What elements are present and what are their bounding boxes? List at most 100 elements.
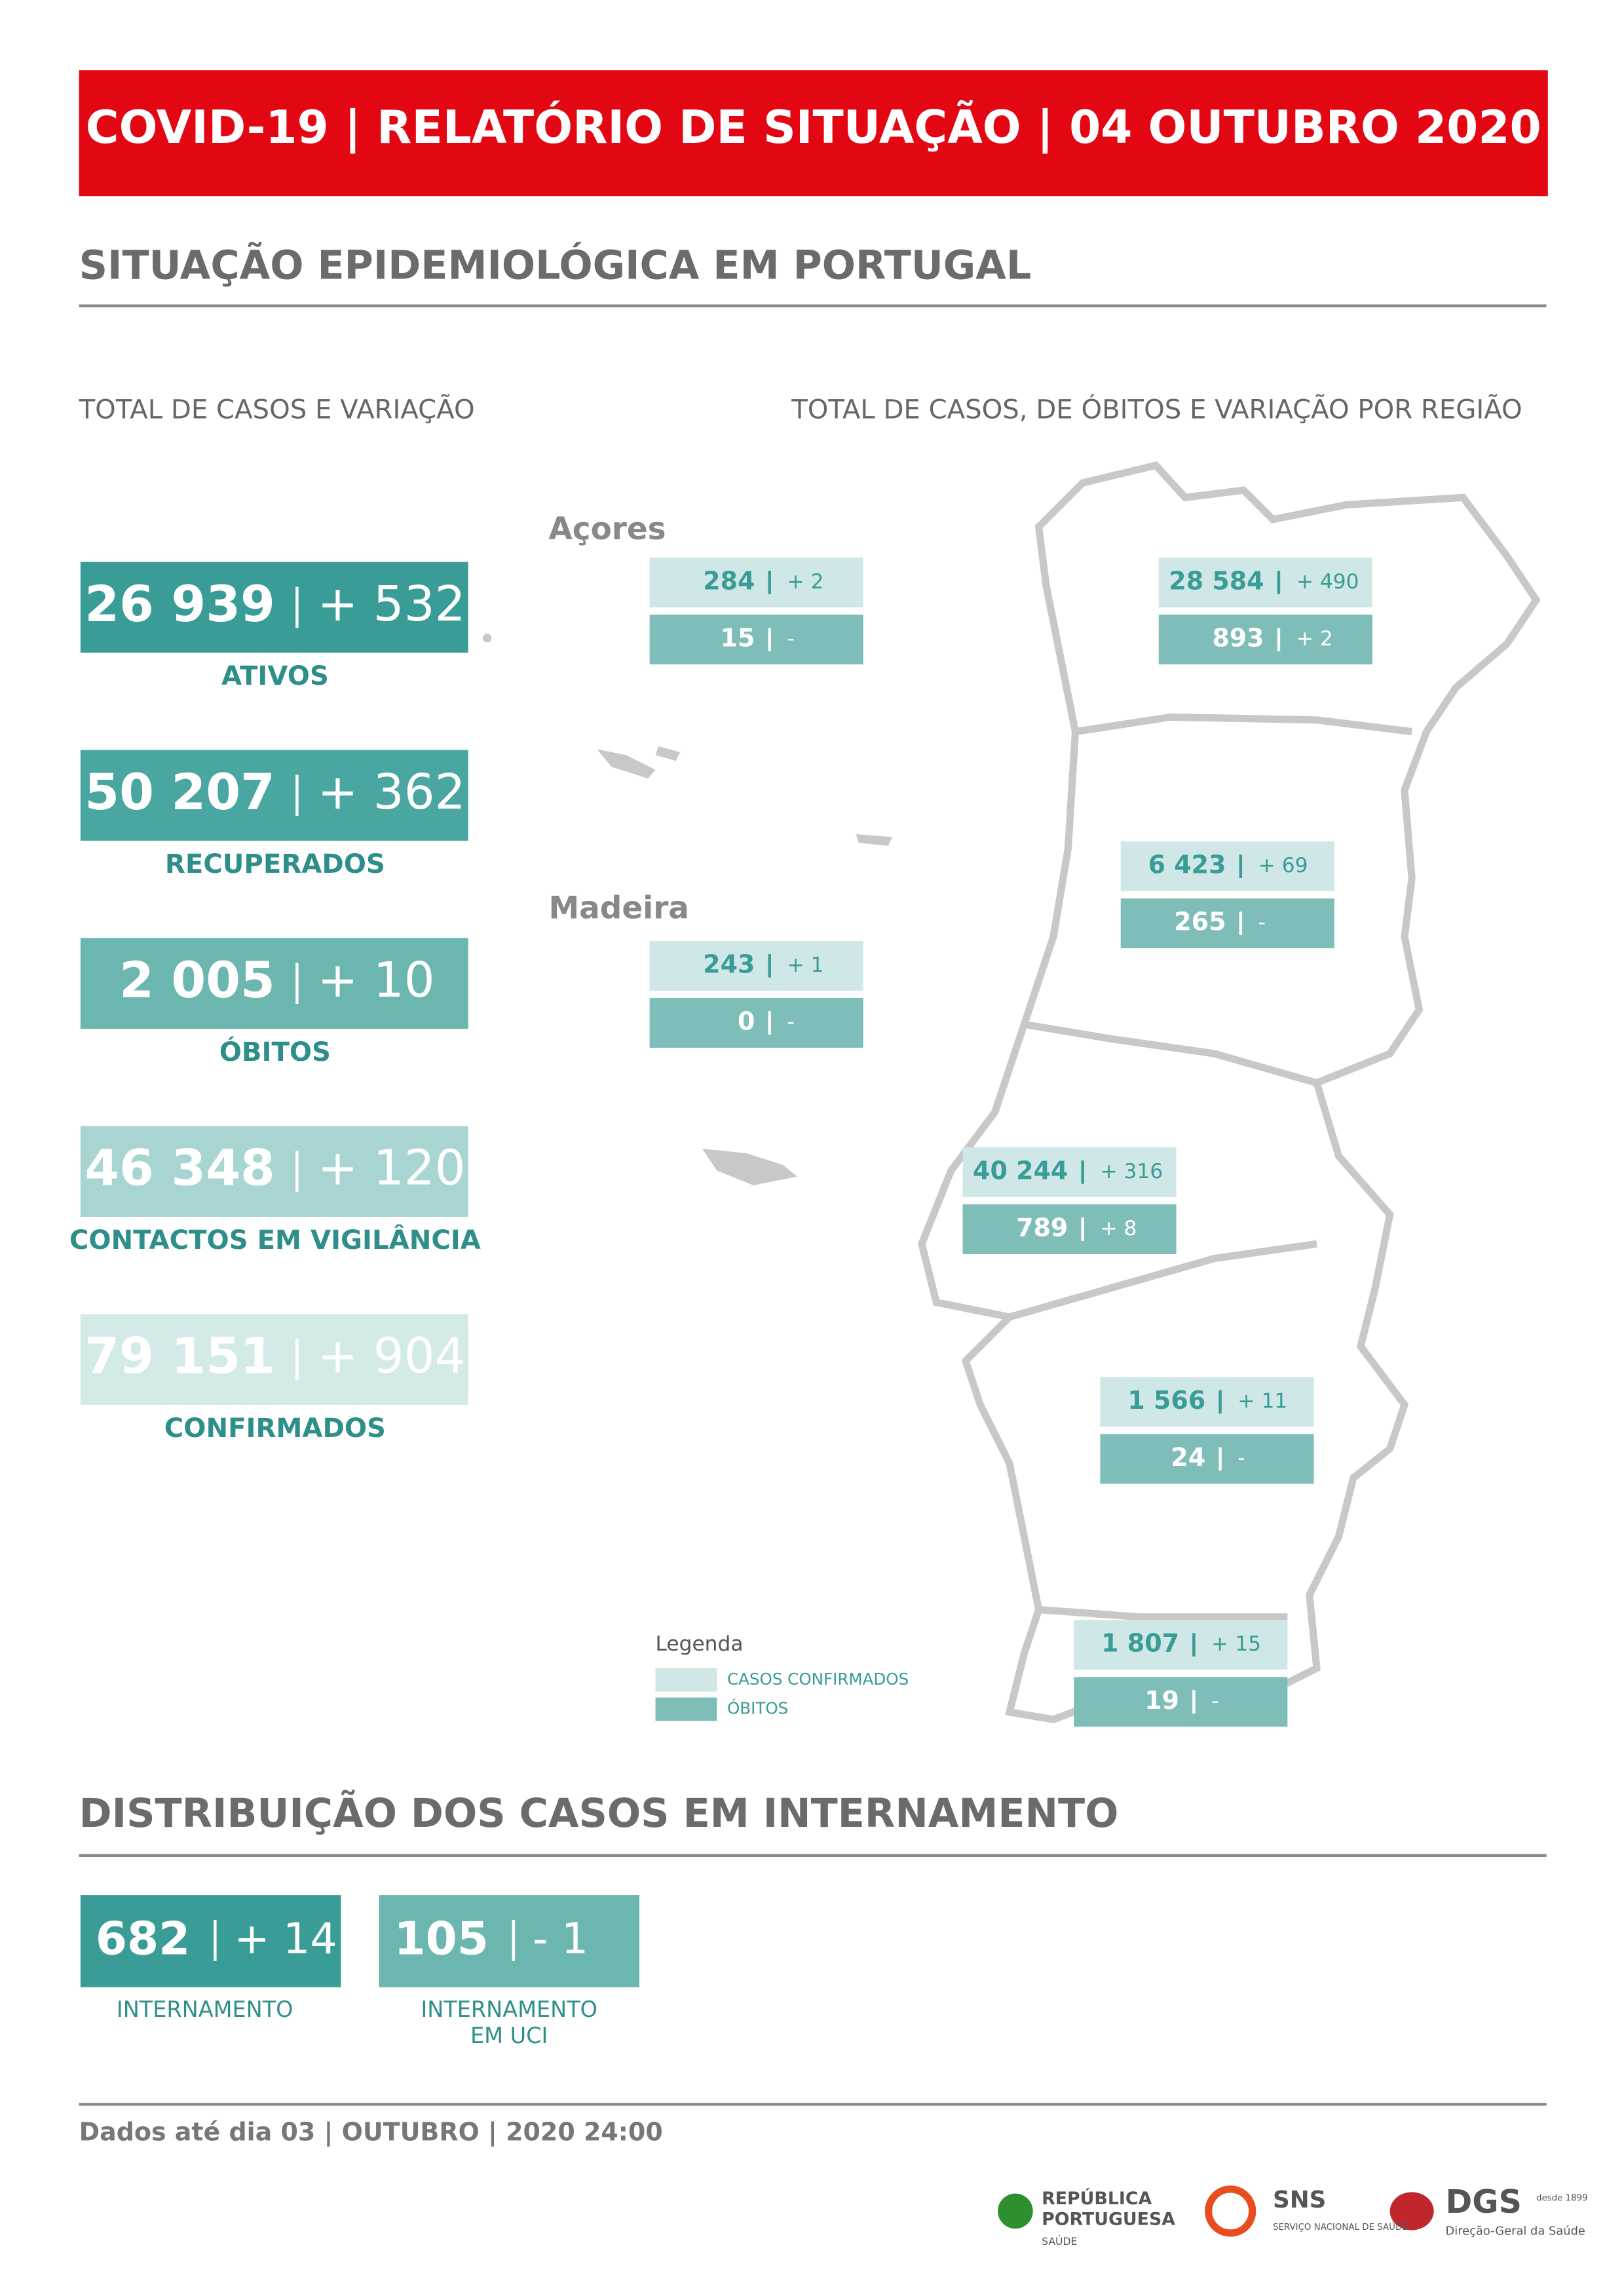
hosp-change: + 14 bbox=[234, 1915, 337, 1964]
region-deaths: 19 bbox=[1144, 1686, 1179, 1715]
region-name: Açores bbox=[549, 511, 666, 547]
region-cases-change: + 490 bbox=[1296, 570, 1359, 594]
islands-shape bbox=[483, 634, 893, 1185]
region-cases: 40 244 bbox=[973, 1156, 1068, 1185]
logo-text: PORTUGUESA bbox=[1042, 2209, 1175, 2229]
logo-icon bbox=[1205, 2185, 1256, 2237]
cases-box bbox=[649, 940, 863, 991]
region-deaths-change: - bbox=[1211, 1689, 1218, 1713]
stat-change: + 120 bbox=[318, 1141, 466, 1196]
deaths-box bbox=[1120, 898, 1334, 949]
hosp-label: INTERNAMENTO bbox=[117, 1997, 293, 2022]
stat-label: CONFIRMADOS bbox=[164, 1413, 386, 1444]
cases-box bbox=[1120, 841, 1334, 892]
region-cases-change: + 316 bbox=[1100, 1160, 1163, 1183]
logo-text: SERVIÇO NACIONAL DE SAÚDE bbox=[1273, 2221, 1408, 2232]
region-deaths: 24 bbox=[1171, 1443, 1205, 1472]
logo-icon bbox=[1389, 2192, 1434, 2230]
legend-label: CASOS CONFIRMADOS bbox=[727, 1670, 909, 1689]
stat-card bbox=[80, 938, 468, 1029]
stat-label: RECUPERADOS bbox=[165, 849, 385, 879]
hosp-value: 105 bbox=[394, 1913, 489, 1966]
region-cases: 1 807 bbox=[1101, 1629, 1179, 1658]
legend-label: ÓBITOS bbox=[727, 1698, 788, 1717]
region-deaths: 0 bbox=[738, 1007, 755, 1036]
region-cases: 28 584 bbox=[1169, 566, 1264, 595]
logo-text: DGS bbox=[1446, 2183, 1522, 2221]
region-name: Madeira bbox=[549, 890, 689, 927]
region-cases-change: + 11 bbox=[1237, 1389, 1287, 1413]
deaths-box bbox=[1074, 1677, 1288, 1727]
region-deaths-change: - bbox=[1258, 911, 1266, 934]
deaths-box bbox=[649, 614, 863, 664]
cases-box bbox=[1074, 1620, 1288, 1670]
subtitle: TOTAL DE CASOS, DE ÓBITOS E VARIAÇÃO POR… bbox=[791, 394, 1522, 425]
hosp-card bbox=[379, 1895, 639, 1987]
stat-change: + 904 bbox=[318, 1329, 466, 1385]
map bbox=[918, 461, 1541, 1723]
cases-box bbox=[962, 1147, 1177, 1197]
hosp-card bbox=[80, 1895, 341, 1987]
region-deaths: 893 bbox=[1212, 623, 1264, 652]
stat-value: 79 151 bbox=[85, 1328, 275, 1385]
deaths-box bbox=[1100, 1434, 1314, 1484]
logo-text: SNS bbox=[1273, 2187, 1326, 2213]
logo-icon bbox=[998, 2193, 1033, 2229]
region-cases-change: + 69 bbox=[1258, 854, 1308, 877]
legend-swatch bbox=[655, 1697, 717, 1721]
stat-change: + 532 bbox=[318, 577, 466, 632]
region-deaths-change: - bbox=[787, 627, 795, 651]
cases-box bbox=[1158, 557, 1372, 607]
region-cases: 1 566 bbox=[1127, 1386, 1205, 1415]
deaths-box bbox=[649, 998, 863, 1048]
stat-card bbox=[80, 1126, 468, 1217]
hosp-label: EM UCI bbox=[470, 2023, 548, 2048]
stat-value: 50 207 bbox=[85, 763, 275, 821]
region-cases-change: + 15 bbox=[1211, 1632, 1261, 1656]
stat-value: 26 939 bbox=[85, 575, 275, 633]
region-deaths-change: + 8 bbox=[1100, 1217, 1137, 1240]
region-cases: 243 bbox=[703, 949, 755, 978]
region-deaths: 789 bbox=[1016, 1213, 1068, 1242]
stat-card bbox=[80, 562, 468, 653]
hosp-change: - 1 bbox=[533, 1915, 588, 1964]
deaths-box bbox=[962, 1204, 1177, 1254]
legend-title: Legenda bbox=[656, 1632, 744, 1656]
stat-label: ATIVOS bbox=[221, 661, 329, 691]
hosp-value: 682 bbox=[96, 1913, 190, 1966]
footer-note: Dados até dia 03 | OUTUBRO | 2020 24:00 bbox=[79, 2118, 663, 2147]
header-bar bbox=[79, 70, 1548, 197]
region-deaths-change: - bbox=[1237, 1447, 1245, 1470]
logo-text: SAÚDE bbox=[1042, 2235, 1077, 2248]
region-deaths: 265 bbox=[1174, 908, 1226, 936]
cases-box bbox=[1100, 1377, 1314, 1427]
stat-label: CONTACTOS EM VIGILÂNCIA bbox=[69, 1224, 481, 1255]
region-cases: 284 bbox=[703, 566, 755, 595]
region-cases: 6 423 bbox=[1148, 851, 1226, 879]
deaths-box bbox=[1158, 614, 1372, 664]
cases-box bbox=[649, 557, 863, 607]
stat-change: + 362 bbox=[318, 765, 466, 820]
subtitle: TOTAL DE CASOS E VARIAÇÃO bbox=[79, 394, 475, 425]
region-deaths: 15 bbox=[721, 623, 755, 652]
region-deaths-change: - bbox=[787, 1010, 795, 1034]
header-title: COVID-19 | RELATÓRIO DE SITUAÇÃO | 04 OU… bbox=[86, 100, 1541, 154]
stat-card bbox=[80, 1314, 468, 1405]
stat-label: ÓBITOS bbox=[219, 1036, 331, 1067]
logo-text: Direção-Geral da Saúde bbox=[1446, 2225, 1585, 2238]
region-cases-change: + 2 bbox=[787, 570, 824, 594]
logo-text: REPÚBLICA bbox=[1042, 2188, 1152, 2209]
hosp-label: INTERNAMENTO bbox=[421, 1997, 597, 2022]
section-title: DISTRIBUIÇÃO DOS CASOS EM INTERNAMENTO bbox=[79, 1789, 1119, 1837]
legend-swatch bbox=[655, 1668, 717, 1692]
region-deaths-change: + 2 bbox=[1296, 627, 1333, 651]
logo-text: desde 1899 bbox=[1536, 2193, 1588, 2203]
stat-change: + 10 bbox=[318, 953, 435, 1008]
stat-card bbox=[80, 750, 468, 841]
section-title: SITUAÇÃO EPIDEMIOLÓGICA EM PORTUGAL bbox=[79, 241, 1032, 288]
stat-value: 46 348 bbox=[85, 1139, 275, 1197]
region-cases-change: + 1 bbox=[787, 953, 824, 977]
stat-value: 2 005 bbox=[119, 951, 275, 1009]
